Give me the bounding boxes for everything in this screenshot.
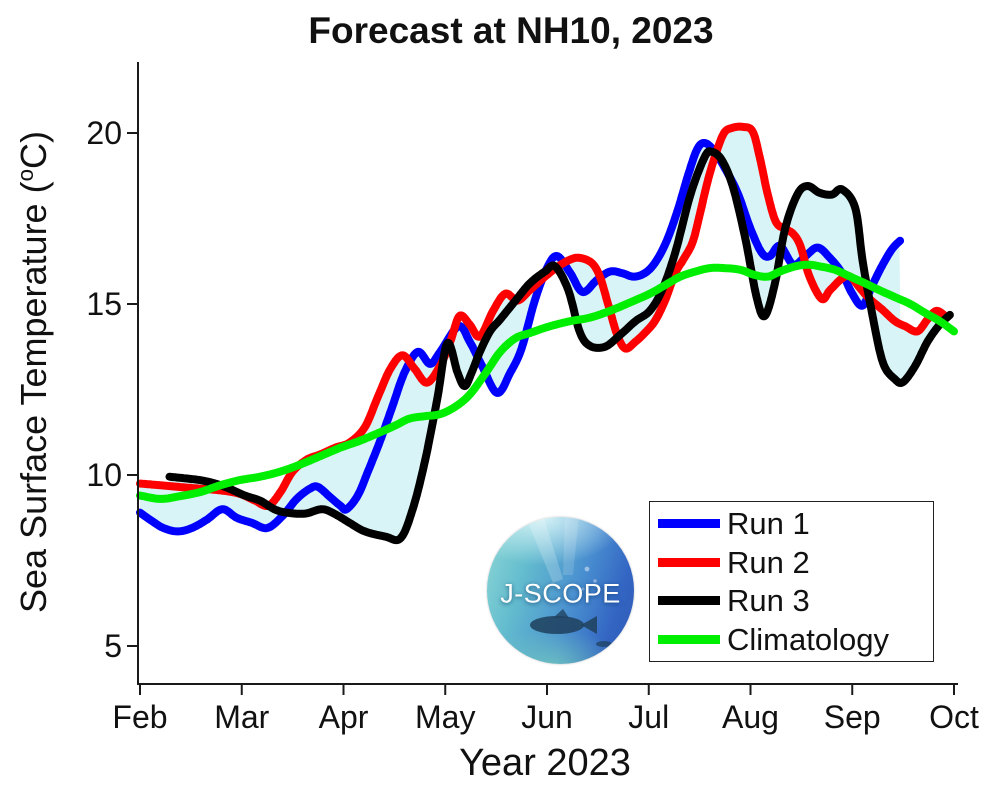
y-axis-label: Sea Surface Temperature (oC) (13, 131, 55, 613)
legend-label-run1: Run 1 (727, 506, 810, 542)
x-tick-label: Sep (824, 699, 881, 735)
legend-label-climatology: Climatology (727, 621, 889, 657)
tick-labels: 5 10 15 20 Feb Mar Apr May Jun Jul Aug Sep Oct (86, 115, 979, 735)
x-tick-label: Oct (929, 699, 979, 735)
legend-label-run2: Run 2 (727, 544, 810, 580)
legend-item-run3: Run 3 (650, 582, 933, 620)
legend-label-run3: Run 3 (727, 583, 810, 619)
series-run-3 (165, 147, 954, 545)
fish-icon (530, 609, 597, 634)
page-title: Forecast at NH10, 2023 (308, 10, 714, 51)
x-tick-label: May (415, 699, 475, 735)
run2-line-sample (658, 557, 720, 567)
y-tick-label: 10 (86, 457, 122, 493)
x-tick-label: Jul (628, 699, 669, 735)
climatology-line-sample (658, 634, 720, 644)
small-fish-icon (596, 641, 617, 647)
y-tick-label: 5 (104, 628, 122, 664)
x-axis-label: Year 2023 (459, 742, 631, 784)
y-axis-label-unit: C) (13, 131, 54, 170)
y-tick-label: 20 (86, 115, 122, 151)
bubble (584, 566, 590, 572)
x-tick-label: Feb (112, 699, 167, 735)
legend-item-run2: Run 2 (650, 543, 933, 581)
run3-line-sample (658, 596, 720, 606)
legend-item-run1: Run 1 (650, 505, 933, 543)
light-ray (525, 517, 563, 583)
logo-art (525, 517, 617, 647)
logo-text: J-SCOPE (500, 578, 621, 609)
series-climatology (136, 260, 958, 503)
axes (127, 62, 958, 695)
light-ray (563, 517, 579, 575)
jscope-logo: J-SCOPE (487, 517, 634, 664)
bubble (581, 587, 585, 591)
x-tick-label: Aug (722, 699, 779, 735)
x-tick-label: Mar (214, 699, 269, 735)
bubble (593, 579, 597, 583)
series-run-2 (136, 122, 951, 510)
legend-item-climatology: Climatology (650, 620, 933, 658)
y-axis-label-degree: o (13, 169, 38, 182)
x-tick-label: Jun (521, 699, 573, 735)
legend: Run 1 Run 2 Run 3 Climatology (649, 501, 934, 662)
y-tick-label: 15 (86, 286, 122, 322)
x-tick-label: Apr (319, 699, 369, 735)
run1-line-sample (658, 519, 720, 529)
y-axis-label-text: Sea Surface Temperature ( (13, 181, 54, 613)
